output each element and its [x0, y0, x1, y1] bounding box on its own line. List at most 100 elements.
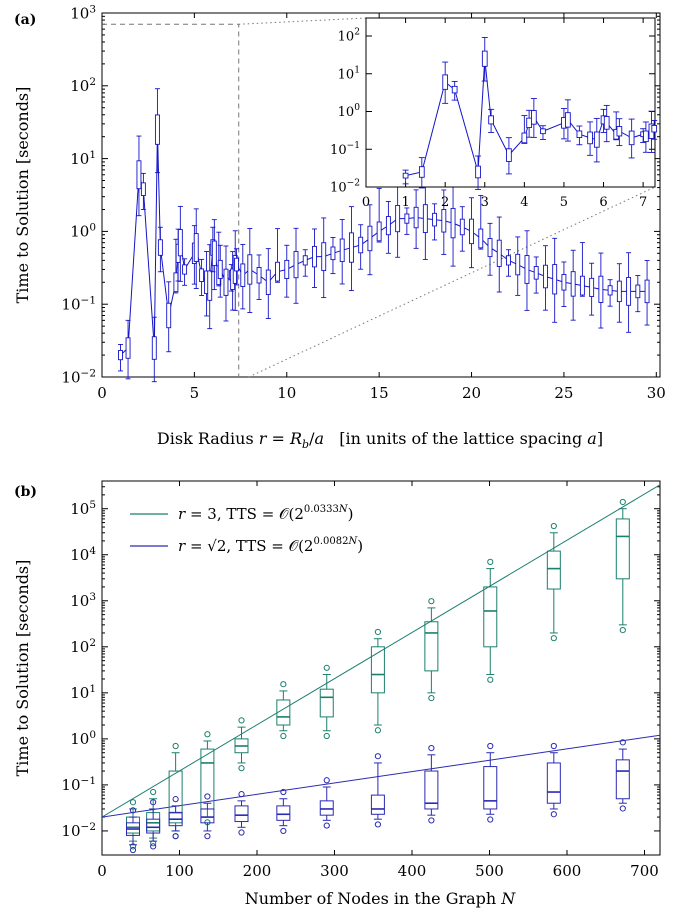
data-box	[118, 350, 123, 361]
data-box	[526, 117, 532, 129]
data-box	[603, 116, 610, 130]
x-tick-label: 5	[190, 384, 200, 402]
inset-plot: 0 1 2 3 4 5 6 7 10−2 10−1 100 101 102	[330, 17, 658, 210]
panel-b-boxplots	[126, 498, 630, 854]
x-tick-label: 600	[553, 862, 582, 880]
outlier	[150, 788, 157, 796]
data-box	[635, 284, 641, 299]
data-box	[593, 131, 600, 148]
outlier	[619, 626, 626, 634]
data-box	[506, 255, 511, 266]
data-box	[234, 257, 239, 272]
outlier	[172, 742, 179, 750]
data-box	[450, 207, 456, 239]
box	[276, 805, 291, 821]
box	[615, 759, 630, 800]
data-box	[265, 269, 271, 295]
outlier	[204, 731, 211, 738]
x-tick-label: 200	[243, 862, 272, 880]
outlier	[619, 805, 626, 812]
outlier	[323, 664, 330, 671]
zoom-connector-bottom	[248, 186, 656, 378]
data-box	[432, 212, 438, 227]
box	[319, 688, 334, 718]
outlier	[280, 732, 287, 740]
data-box	[506, 148, 512, 162]
x-tick-label: 0	[97, 862, 107, 880]
outlier	[619, 498, 626, 506]
data-box	[151, 336, 157, 360]
data-box	[570, 271, 576, 297]
data-box	[166, 302, 172, 329]
box	[483, 766, 498, 810]
data-box	[154, 114, 160, 145]
x-tick-label: 6	[599, 195, 607, 210]
outlier	[323, 822, 330, 829]
panel-b-label: (b)	[14, 484, 37, 500]
data-box	[496, 239, 502, 267]
panel-a-x-label: Disk Radius r = Rb/a [in units of the la…	[157, 429, 603, 451]
data-box	[157, 239, 163, 256]
outlier	[428, 598, 435, 605]
data-box	[469, 218, 474, 245]
x-tick-label: 1	[401, 195, 409, 210]
box	[319, 800, 334, 816]
panel-a-y-label: Time to Solution [seconds]	[13, 87, 32, 304]
data-box	[136, 160, 142, 190]
panel-a-label: (a)	[14, 12, 36, 28]
panel-a-frame	[101, 12, 661, 378]
x-tick-label: 20	[462, 384, 481, 402]
panel-b-axes: 0 100 200 300 400 500 600 700 10−2 10−1 100 101 102 1…	[61, 480, 660, 880]
outlier	[238, 717, 245, 724]
data-box	[367, 225, 373, 252]
x-tick-label: 10	[277, 384, 296, 402]
x-tick-label: 15	[370, 384, 389, 402]
outlier	[487, 676, 494, 683]
data-box	[140, 182, 146, 196]
data-box	[199, 268, 205, 283]
x-tick-label: 100	[165, 862, 194, 880]
data-box	[442, 74, 449, 90]
x-tick-label: 300	[320, 862, 349, 880]
data-box	[475, 165, 481, 179]
box	[424, 621, 439, 672]
data-box	[540, 128, 546, 135]
legend-entry-r3: r = 3, TTS = 𝒪(20.0333N)	[178, 504, 354, 523]
data-box	[193, 233, 199, 262]
data-box	[607, 285, 613, 296]
x-tick-label: 5	[560, 195, 568, 210]
x-tick-label: 700	[630, 862, 659, 880]
outlier	[204, 793, 211, 800]
outlier	[150, 799, 157, 806]
data-box	[348, 232, 354, 263]
data-box	[542, 264, 548, 289]
data-box	[576, 130, 583, 138]
data-box	[579, 275, 585, 296]
data-box	[240, 263, 246, 287]
data-box	[451, 85, 458, 94]
data-box	[173, 272, 179, 293]
data-box	[628, 130, 635, 146]
panel-a-series	[117, 88, 650, 383]
data-box	[644, 279, 650, 304]
outlier	[428, 745, 435, 752]
x-tick-label: 25	[554, 384, 573, 402]
zoom-connector-top	[238, 17, 367, 25]
outlier	[550, 522, 557, 530]
data-box	[312, 245, 317, 268]
data-box	[404, 213, 410, 224]
data-box	[182, 264, 188, 275]
data-box	[177, 229, 183, 257]
data-box	[321, 242, 327, 272]
outlier	[487, 816, 494, 823]
data-box	[643, 130, 649, 143]
y-tick-label: 102	[338, 28, 360, 45]
y-tick-label: 100	[338, 103, 361, 120]
outlier	[428, 817, 435, 824]
x-tick-label: 30	[647, 384, 666, 402]
inset-axes: 0 1 2 3 4 5 6 7 10−2 10−1 100 101 102	[330, 18, 655, 210]
data-box	[125, 337, 131, 359]
data-box	[211, 240, 217, 267]
y-tick-label: 102	[70, 637, 96, 656]
